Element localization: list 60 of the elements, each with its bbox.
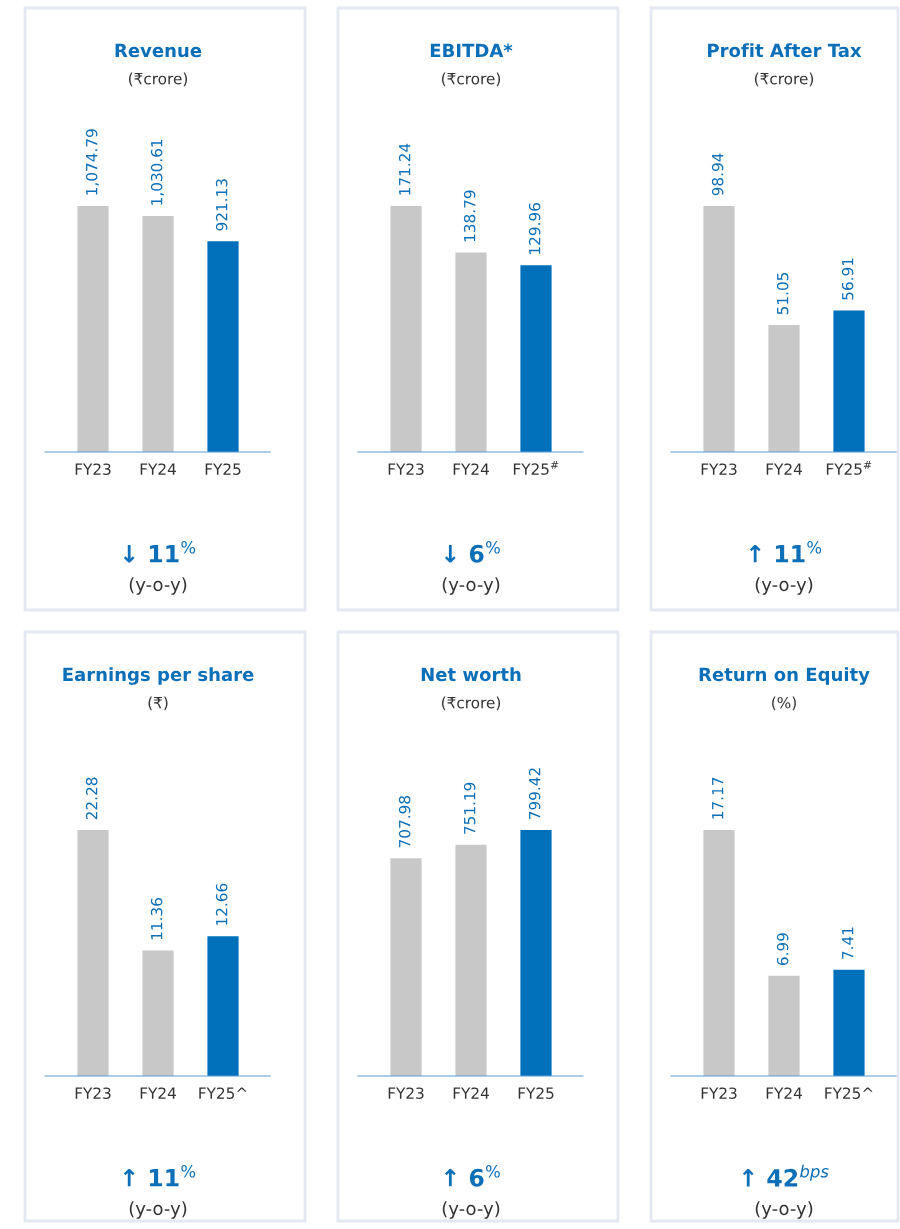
x-tick-label: FY23 [75,463,111,475]
text: (y-o-y) [755,1201,813,1219]
data-label: 98.94 [711,153,724,196]
x-tick-label: FY24 [766,463,802,475]
text: ↑ 42$^{bps}$ [742,1164,829,1187]
chart-title: Return on Equity [699,667,870,685]
text: ↑ 11$^{%}$ [749,541,822,563]
x-tick-label: FY23 [701,1087,737,1099]
text: (y-o-y) [755,577,813,595]
x-tick-label: FY24 [140,1087,176,1099]
data-label: 11.36 [150,898,163,940]
x-tick-label: FY24 [453,463,489,475]
chart-title: Net worth [421,667,521,682]
data-label: 171.24 [398,143,411,195]
x-tick-label: FY25 [518,1087,554,1099]
x-tick-label: FY24 [453,1087,489,1099]
data-label: 6.99 [776,933,789,966]
text: (y-o-y) [129,577,187,595]
chart-subtitle: (₹crore) [128,72,188,87]
data-label: 707.98 [398,796,411,848]
chart-subtitle: (₹) [148,696,168,711]
chart-title: EBITDA* [430,43,513,57]
chart-subtitle: (₹crore) [441,696,501,711]
data-label: 129.96 [528,203,541,254]
text: (y-o-y) [129,1201,187,1219]
x-tick-label: FY23 [75,1087,111,1099]
text: ↓ 6$^{%}$ [444,541,500,563]
text: ↓ 11$^{%}$ [123,541,196,563]
data-label: 51.05 [776,272,789,315]
text: (y-o-y) [442,577,500,595]
chart-title: Profit After Tax [708,43,862,58]
text: ↑ 11$^{%}$ [123,1165,196,1187]
data-label: 1,030.61 [150,139,164,205]
data-label: 799.42 [528,768,541,820]
chart-subtitle: (₹crore) [441,72,501,87]
x-tick-label: FY24 [140,463,176,475]
data-label: 921.13 [215,179,228,231]
chart-subtitle: (₹crore) [754,72,814,87]
data-label: 56.91 [841,258,854,300]
data-label: 1,074.79 [85,129,99,195]
data-label: 751.19 [463,782,476,834]
data-label: 7.41 [842,927,854,959]
x-tick-label: FY25$^{#}$ [826,461,872,475]
x-tick-label: FY23 [701,463,737,475]
text: ↑ 6$^{%}$ [444,1165,500,1187]
x-tick-label: FY25 [205,463,241,475]
data-label: 17.17 [712,777,724,819]
data-label: 12.66 [215,883,228,925]
text: (y-o-y) [442,1201,500,1219]
x-tick-label: FY25$^{#}$ [513,461,559,475]
x-tick-label: FY25^ [199,1087,247,1099]
data-label: 22.28 [85,777,98,820]
x-tick-label: FY23 [388,1087,424,1099]
x-tick-label: FY24 [766,1087,802,1099]
data-label: 138.79 [463,190,476,242]
chart-title: Revenue [115,43,202,58]
chart-subtitle: (%) [772,696,796,711]
chart-title: Earnings per share [63,667,254,685]
x-tick-label: FY23 [388,463,424,475]
x-tick-label: FY25^ [825,1087,873,1099]
